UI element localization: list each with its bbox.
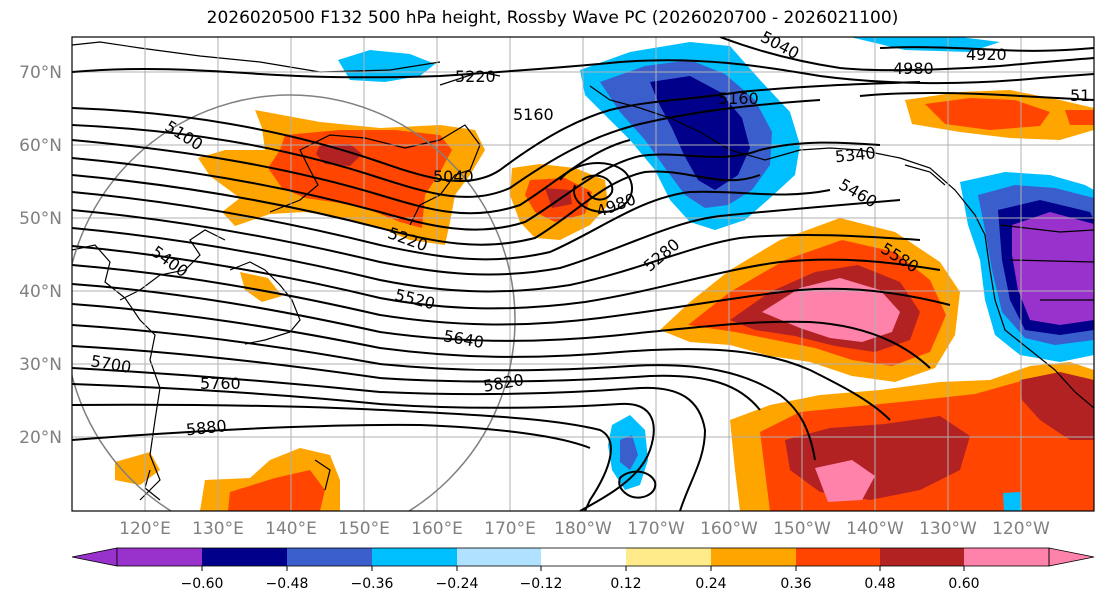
lon-label: 170°E xyxy=(484,519,536,539)
lat-label: 20°N xyxy=(19,428,62,448)
colorbar-tick-label: 0.48 xyxy=(864,576,895,592)
contour-label: 5160 xyxy=(513,105,554,124)
colorbar-segment xyxy=(796,548,880,566)
lon-label: 130°E xyxy=(192,519,244,539)
contour-label: 4920 xyxy=(966,45,1007,64)
lon-label: 140°E xyxy=(265,519,317,539)
lat-label: 70°N xyxy=(19,63,62,83)
contour-label: 5760 xyxy=(200,374,241,393)
longitude-labels: 120°E 130°E 140°E 150°E 160°E 170°E 180°… xyxy=(119,519,1050,539)
lon-label: 120°E xyxy=(119,519,171,539)
lat-label: 30°N xyxy=(19,355,62,375)
colorbar-segment xyxy=(541,548,626,566)
colorbar-frame xyxy=(116,547,1050,567)
lon-label: 160°E xyxy=(411,519,463,539)
contour-label: 5880 xyxy=(185,416,227,439)
contour-label: 5340 xyxy=(834,143,876,166)
lat-label: 40°N xyxy=(19,282,62,302)
latitude-labels: 70°N 60°N 50°N 40°N 30°N 20°N xyxy=(19,63,62,448)
colorbar-segment xyxy=(202,548,287,566)
lon-label: 150°W xyxy=(773,519,831,539)
map-title: 2026020500 F132 500 hPa height, Rossby W… xyxy=(206,8,899,28)
colorbar-segment xyxy=(880,548,964,566)
colorbar-segment xyxy=(626,548,711,566)
contour-label: 5040 xyxy=(433,167,474,186)
lon-label: 160°W xyxy=(700,519,758,539)
map-frame xyxy=(71,36,1095,512)
colorbar-tick-label: 0.12 xyxy=(610,576,641,592)
colorbar-tick-label: 0.60 xyxy=(948,576,979,592)
colorbar-segment xyxy=(964,548,1049,566)
colorbar-segment xyxy=(711,548,796,566)
lat-label: 50°N xyxy=(19,209,62,229)
colorbar-tick-label: −0.36 xyxy=(351,576,394,592)
lon-label: 130°W xyxy=(919,519,977,539)
graticule xyxy=(72,37,1094,511)
colorbar-segment xyxy=(457,548,541,566)
height-contours xyxy=(72,37,1094,511)
colorbar-tick-label: −0.60 xyxy=(181,576,224,592)
lon-label: 170°W xyxy=(627,519,685,539)
colorbar-extend-min xyxy=(71,547,118,567)
contour-label: 5220 xyxy=(455,67,496,86)
contour-label: 51 xyxy=(1070,86,1090,105)
colorbar-segment xyxy=(287,548,372,566)
lon-label: 120°W xyxy=(992,519,1050,539)
colorbar-tick-label: −0.48 xyxy=(266,576,309,592)
colorbar: −0.60 −0.48 −0.36 −0.24 −0.12 0.12 0.24 … xyxy=(71,547,1095,592)
reference-circle xyxy=(72,94,516,511)
lon-label: 180°W xyxy=(554,519,612,539)
colorbar-extend-max xyxy=(1048,547,1095,567)
colorbar-segment xyxy=(372,548,457,566)
lat-label: 60°N xyxy=(19,136,62,156)
lon-label: 150°E xyxy=(338,519,390,539)
colorbar-tick-label: 0.24 xyxy=(695,576,726,592)
colorbar-tick-label: 0.36 xyxy=(780,576,811,592)
colorbar-tick-label: −0.12 xyxy=(520,576,563,592)
colorbar-segment xyxy=(117,548,202,566)
contour-label: 4980 xyxy=(893,59,934,78)
colorbar-tick-label: −0.24 xyxy=(436,576,479,592)
contour-label: 5160 xyxy=(718,89,759,108)
lon-label: 140°W xyxy=(846,519,904,539)
